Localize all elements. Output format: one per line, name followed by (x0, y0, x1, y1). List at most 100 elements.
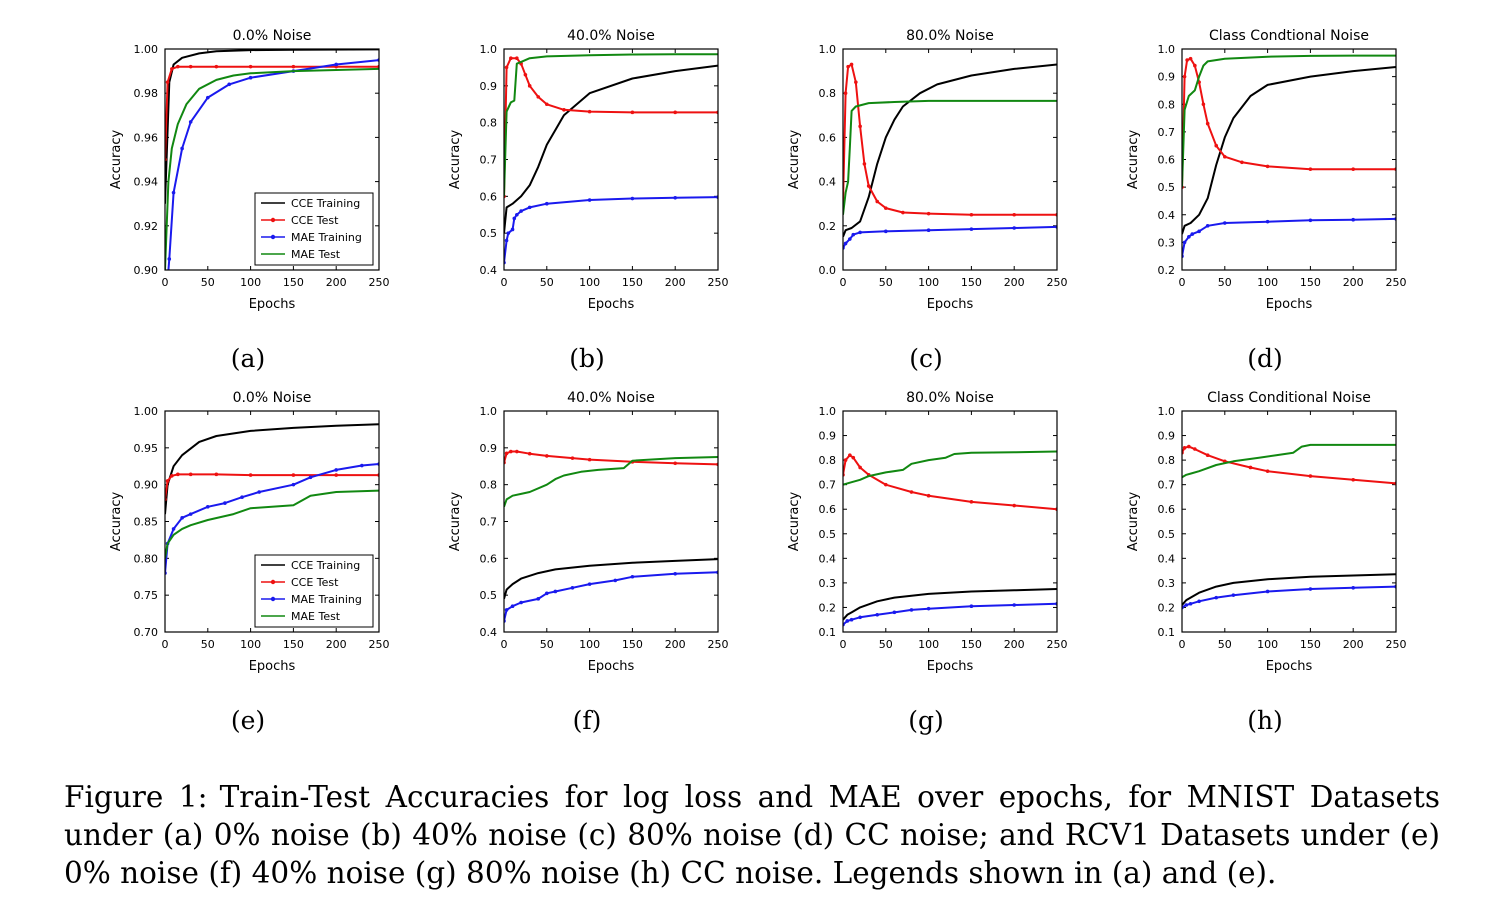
chart-title: 0.0% Noise (233, 28, 312, 44)
y-tick-label: 0.3 (819, 577, 837, 590)
series-point (969, 227, 974, 231)
figure-caption: Figure 1: Train-Test Accuracies for log l… (64, 778, 1440, 892)
series-point (545, 102, 549, 107)
y-tick-label: 0.8 (1158, 454, 1176, 467)
series-line-cce-training (504, 558, 718, 600)
legend-entry: CCE Training (291, 559, 360, 572)
y-tick-label: 0.8 (480, 117, 498, 130)
series-line-cce-training (165, 423, 379, 515)
x-tick-label: 200 (1343, 638, 1364, 651)
y-tick-label: 0.70 (134, 626, 159, 639)
legend-marker (270, 596, 276, 602)
series-point (587, 198, 592, 202)
legend: CCE Training CCE Test MAE Training MAE Test (254, 554, 374, 628)
x-tick-label: 200 (326, 638, 347, 651)
series-point (884, 482, 888, 487)
y-tick-label: 0.0 (819, 264, 837, 277)
series-point (536, 95, 541, 99)
series-point (163, 312, 167, 316)
series-point (843, 241, 848, 246)
y-tick-label: 1.0 (1158, 43, 1176, 56)
plot-area (843, 62, 1057, 250)
y-tick-label: 0.8 (480, 479, 498, 492)
y-axis-label: Accuracy (1126, 492, 1141, 552)
series-point (849, 62, 854, 67)
x-tick-label: 0 (162, 276, 169, 289)
y-tick-label: 0.3 (1158, 577, 1176, 590)
legend-entry: MAE Training (291, 593, 362, 606)
series-point (1193, 447, 1197, 451)
y-tick-label: 0.4 (480, 626, 498, 639)
series-point (926, 493, 931, 498)
series-point (512, 216, 517, 221)
series-point (630, 110, 635, 115)
series-point (167, 257, 172, 261)
series-point (1205, 121, 1210, 126)
y-tick-label: 0.1 (1158, 626, 1176, 639)
x-tick-label: 150 (622, 638, 643, 651)
chart-title: Class Conditional Noise (1207, 390, 1371, 406)
series-point (901, 210, 905, 215)
y-tick-label: 0.1 (819, 626, 837, 639)
series-point (334, 473, 339, 477)
series-point (1308, 474, 1313, 478)
series-line-mae-test (1182, 443, 1396, 479)
legend: CCE Training CCE Test MAE Training MAE Test (254, 192, 374, 266)
series-point (1223, 154, 1227, 159)
y-tick-label: 0.6 (1158, 154, 1176, 167)
series-point (165, 80, 170, 84)
series-point (1205, 453, 1210, 458)
x-tick-label: 150 (961, 276, 982, 289)
series-point (504, 238, 509, 243)
x-axis-label: Epochs (1266, 659, 1313, 674)
x-tick-label: 250 (708, 638, 729, 651)
series-point (553, 589, 558, 594)
series-point (1182, 74, 1187, 79)
series-point (851, 455, 856, 460)
x-axis-label: Epochs (249, 659, 296, 674)
series-point (1248, 465, 1253, 470)
series-point (257, 490, 261, 494)
series-point (1351, 217, 1355, 222)
series-point (1187, 444, 1191, 449)
series-point (1240, 160, 1244, 165)
y-tick-label: 0.7 (819, 479, 837, 492)
y-tick-label: 0.6 (480, 190, 498, 203)
plot-frame (503, 410, 719, 633)
series-point (630, 196, 635, 201)
y-tick-label: 0.6 (1158, 503, 1176, 516)
y-tick-label: 0.90 (134, 264, 159, 277)
chart-panel-c: 80.0% Noise 0 50 100 150 200 250 0.0 0.2 0.4 0.6 0.… (787, 28, 1068, 373)
series-line-mae-test (504, 456, 718, 508)
series-point (180, 146, 184, 151)
series-point (176, 472, 180, 477)
y-tick-label: 0.6 (480, 552, 498, 565)
y-tick-label: 1.00 (134, 405, 159, 418)
series-point (1265, 164, 1270, 169)
series-point (587, 582, 592, 586)
series-point (1265, 219, 1270, 224)
x-tick-label: 150 (1300, 638, 1321, 651)
series-point (1308, 167, 1313, 171)
series-line-mae-test (504, 53, 718, 197)
subfigure-label: (f) (573, 706, 602, 735)
series-point (875, 613, 880, 617)
y-tick-label: 0.5 (480, 589, 498, 602)
y-tick-label: 0.5 (1158, 181, 1176, 194)
series-point (630, 574, 635, 579)
y-tick-label: 0.5 (819, 528, 837, 541)
series-line-mae-test (165, 67, 379, 270)
x-tick-label: 0 (162, 638, 169, 651)
series-point (515, 56, 519, 61)
plot-area (504, 449, 718, 623)
chart-panel-b: 40.0% Noise 0 50 100 150 200 250 0.4 0.5 0.6 0.7 0.… (448, 28, 729, 373)
series-point (223, 501, 227, 505)
series-line-cce-training (1182, 66, 1396, 235)
chart-panel-h: Class Conditional Noise 0 50 100 150 200 250 0.… (1126, 390, 1407, 735)
series-point (1265, 589, 1270, 594)
x-axis-label: Epochs (1266, 297, 1313, 312)
chart-title: 80.0% Noise (906, 28, 994, 44)
series-line-cce-test (165, 65, 379, 160)
series-point (969, 604, 974, 609)
y-tick-label: 0.6 (819, 503, 837, 516)
